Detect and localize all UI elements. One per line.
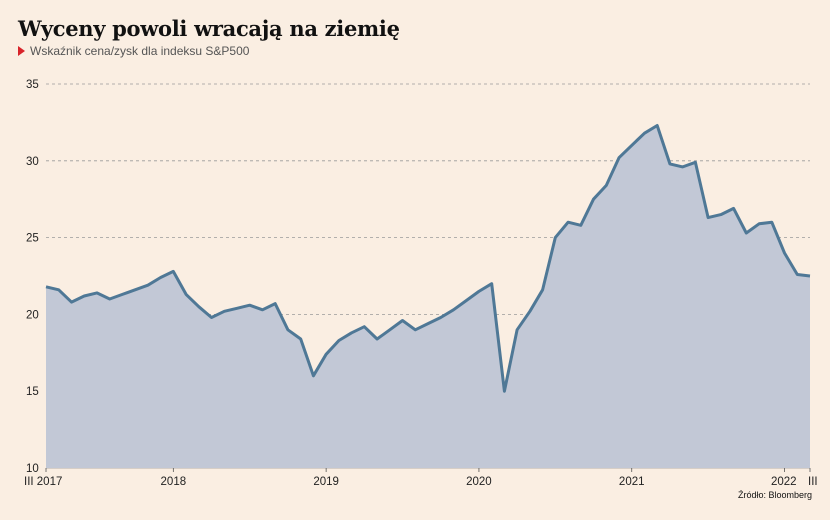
x-tick-label: III [808, 476, 818, 488]
chart-title: Wyceny powoli wracają na ziemię [18, 16, 400, 41]
y-tick-label: 20 [26, 309, 39, 321]
x-tick-label: 2019 [313, 476, 339, 488]
x-tick-label: 2018 [161, 476, 187, 488]
y-axis-ticks: 10 15 20 25 30 35 [26, 79, 39, 475]
x-axis-ticks: III 2017 2018 2019 2020 2021 2022 III [24, 468, 818, 488]
subtitle-text: Wskaźnik cena/zysk dla indeksu S&P500 [30, 44, 250, 58]
y-tick-label: 30 [26, 156, 39, 168]
pe-area-fill [46, 125, 810, 468]
chart-subtitle: Wskaźnik cena/zysk dla indeksu S&P500 [18, 44, 249, 58]
pe-series-line [45, 124, 811, 393]
x-tick-label: 2022 [771, 476, 797, 488]
y-tick-label: 25 [26, 233, 39, 245]
y-tick-label: 15 [26, 386, 39, 398]
red-triangle-icon [18, 46, 25, 56]
y-tick-label: 35 [26, 79, 39, 91]
y-tick-label: 10 [26, 463, 39, 475]
x-tick-label: 2021 [619, 476, 645, 488]
source-note: Źródło: Bloomberg [737, 490, 812, 500]
x-tick-label: 2020 [466, 476, 492, 488]
x-tick-label: III 2017 [24, 476, 62, 488]
